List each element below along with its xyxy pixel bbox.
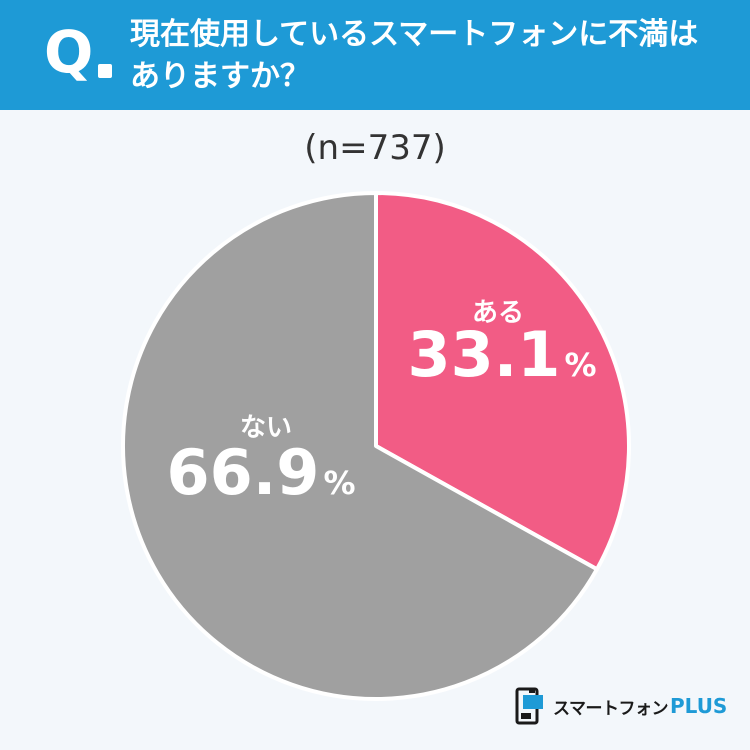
pie-slice-2 xyxy=(121,191,599,701)
slice-label-2: ない xyxy=(240,413,292,443)
question-text: 現在使用しているスマートフォンに不満は ありますか？ xyxy=(130,17,699,94)
q-mark: Q xyxy=(44,18,94,86)
smartphone-plus-logo-icon xyxy=(515,687,543,725)
sample-size: (n=737) xyxy=(304,128,446,168)
logo-text: スマートフォン xyxy=(553,698,669,719)
logo-plus: PLUS xyxy=(670,694,728,718)
question-header: Q 現在使用しているスマートフォンに不満は ありますか？ xyxy=(0,0,750,110)
site-logo: スマートフォン PLUS xyxy=(515,686,727,726)
q-dot xyxy=(98,64,112,78)
slice-label-1: ある xyxy=(472,298,524,328)
pie-slice-1 xyxy=(374,191,631,572)
slice-value-1: 33.1% xyxy=(407,318,596,391)
slice-value-2: 66.9% xyxy=(166,436,355,509)
